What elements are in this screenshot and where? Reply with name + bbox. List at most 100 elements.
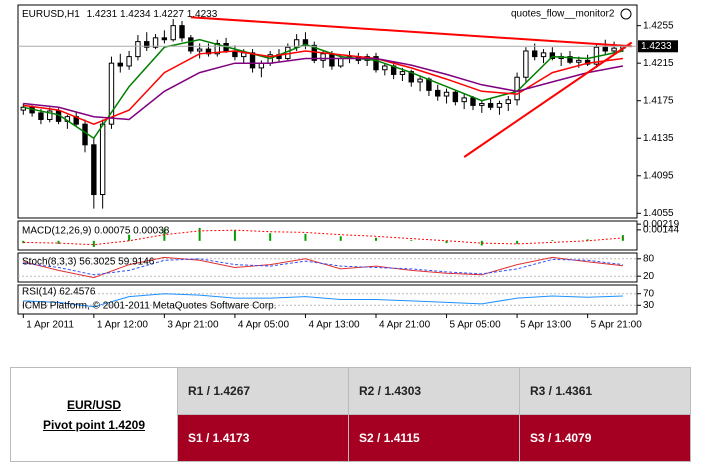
candle-body xyxy=(302,39,309,46)
support: S3 / 1.4079 xyxy=(519,414,691,462)
y-tick-label: 80 xyxy=(643,253,655,264)
x-tick-label: 3 Apr 21:00 xyxy=(167,320,219,331)
candle-body xyxy=(47,110,53,120)
stoch-title: Stoch(8,3,3) 56.3025 59.9146 xyxy=(22,257,155,268)
macd-bar xyxy=(516,240,519,244)
macd-panel xyxy=(17,220,638,251)
candle-body xyxy=(514,76,520,101)
line xyxy=(463,41,633,158)
candle-body xyxy=(470,97,476,106)
candle-body xyxy=(435,89,441,97)
candle-body xyxy=(99,123,106,196)
macd-bar xyxy=(551,240,554,241)
x-tick-label: 4 Apr 05:00 xyxy=(238,320,290,331)
y-tick-label: 1.4255 xyxy=(643,20,674,31)
candle-body xyxy=(461,97,467,103)
candle-body xyxy=(214,42,220,55)
macd-title: MACD(12,26,9) 0.00075 0.00038 xyxy=(22,226,170,237)
candle-body xyxy=(399,71,406,75)
candle-body xyxy=(417,78,423,83)
candle-body xyxy=(170,25,176,41)
candle-body xyxy=(196,48,203,52)
candle-body xyxy=(540,52,547,58)
x-tick-label: 5 Apr 21:00 xyxy=(591,320,643,331)
pivot-table: EUR/USD Pivot point 1.4209 R1 / 1.4267 R2… xyxy=(10,367,691,462)
y-tick-label: 1.4055 xyxy=(643,208,674,219)
close: 1.4233 xyxy=(187,9,218,20)
line xyxy=(23,50,623,126)
line xyxy=(23,293,623,308)
y-tick-label: 0.00219 xyxy=(643,219,680,230)
line xyxy=(23,38,624,140)
expert-icon xyxy=(620,8,632,20)
candle-body xyxy=(179,25,185,39)
resistance: R1 / 1.4267 xyxy=(177,367,349,415)
candle-body xyxy=(576,59,582,63)
candle-body xyxy=(452,91,459,103)
macd-bar xyxy=(410,240,413,241)
y-tick-label: 1.4135 xyxy=(643,133,674,144)
candle-body xyxy=(611,47,617,52)
y-tick-label: 0.00144 xyxy=(643,224,680,235)
line xyxy=(23,256,623,279)
candle-body xyxy=(144,41,150,48)
x-tick-label: 5 Apr 13:00 xyxy=(520,320,572,331)
x-tick-label: 1 Apr 2011 xyxy=(26,320,74,331)
y-tick-label: 1.4215 xyxy=(643,58,674,69)
x-tick-label: 4 Apr 21:00 xyxy=(379,320,431,331)
y-tick-label: 1.4095 xyxy=(643,170,674,181)
y-tick-label: 1.4175 xyxy=(643,95,674,106)
macd-bar xyxy=(198,227,201,241)
low: 1.4227 xyxy=(153,9,184,20)
candle-body xyxy=(320,53,326,61)
candle-body xyxy=(373,56,379,71)
open: 1.4231 xyxy=(87,9,118,20)
macd-bar xyxy=(445,240,448,244)
candle-body xyxy=(338,57,344,67)
x-tick-label: 4 Apr 13:00 xyxy=(308,320,360,331)
candle-body xyxy=(249,52,256,69)
candle-body xyxy=(496,103,503,108)
candle-body xyxy=(161,37,168,41)
line xyxy=(190,16,632,48)
macd-bar xyxy=(304,233,307,241)
chart: 1.4255 1.4215 1.4175 1.4135 1.4095 1.4055 1 Ap… xyxy=(17,4,680,331)
candle-body xyxy=(479,103,485,106)
candle-body xyxy=(82,123,88,146)
candle-body xyxy=(108,62,115,125)
candle-body xyxy=(20,106,26,111)
candle-body xyxy=(505,99,511,105)
macd-bar xyxy=(233,230,236,241)
macd-bar xyxy=(269,233,272,241)
candle-body xyxy=(126,56,132,67)
pivot: Pivot point 1.4209 xyxy=(42,417,146,432)
rsi-panel xyxy=(17,284,638,315)
candle-body xyxy=(117,62,123,67)
support: S2 / 1.4115 xyxy=(348,414,520,462)
candle-body xyxy=(91,144,97,196)
expert-label: quotes_flow__monitor2 xyxy=(511,9,615,20)
price-label: 1.4233 xyxy=(641,41,672,52)
macd-bar xyxy=(480,240,483,246)
x-tick-label: 1 Apr 12:00 xyxy=(97,320,149,331)
high: 1.4234 xyxy=(120,9,151,20)
candle-body xyxy=(443,91,450,97)
candle-body xyxy=(602,46,608,52)
candle-body xyxy=(382,65,388,71)
macd-bar xyxy=(339,236,342,241)
candle-body xyxy=(487,103,494,108)
macd-bar xyxy=(128,234,131,241)
support: S1 / 1.4173 xyxy=(177,414,349,462)
price-box xyxy=(638,40,678,53)
y-tick-label: 20 xyxy=(643,271,655,282)
macd-bar xyxy=(92,240,95,247)
candle-body xyxy=(38,112,44,120)
macd-bar xyxy=(586,239,589,241)
resistance: R3 / 1.4361 xyxy=(519,367,691,415)
y-tick-label: 70 xyxy=(643,288,655,299)
candle-body xyxy=(549,52,556,59)
line xyxy=(23,57,624,121)
candle-body xyxy=(152,37,159,48)
macd-bar xyxy=(374,237,377,241)
